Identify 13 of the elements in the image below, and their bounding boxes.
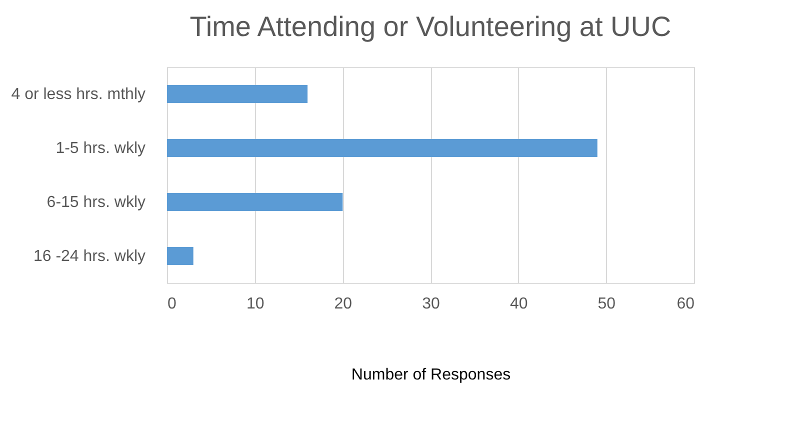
x-tick-label: 60	[676, 296, 695, 312]
x-tick-label: 0	[168, 296, 176, 312]
x-axis-title: Number of Responses	[351, 366, 511, 384]
x-tick-label: 40	[510, 296, 528, 312]
y-tick-label: 1-5 hrs. wkly	[56, 140, 146, 157]
x-tick-label: 10	[246, 296, 264, 312]
x-tick-label: 50	[598, 296, 616, 312]
y-tick-label: 4 or less hrs. mthly	[11, 86, 146, 103]
y-tick-label: 16 -24 hrs. wkly	[33, 248, 146, 265]
y-tick-label: 6-15 hrs. wkly	[46, 194, 146, 211]
x-tick-label: 20	[334, 296, 352, 312]
chart-title: Time Attending or Volunteering at UUC	[190, 11, 672, 42]
x-tick-label: 30	[422, 296, 440, 312]
